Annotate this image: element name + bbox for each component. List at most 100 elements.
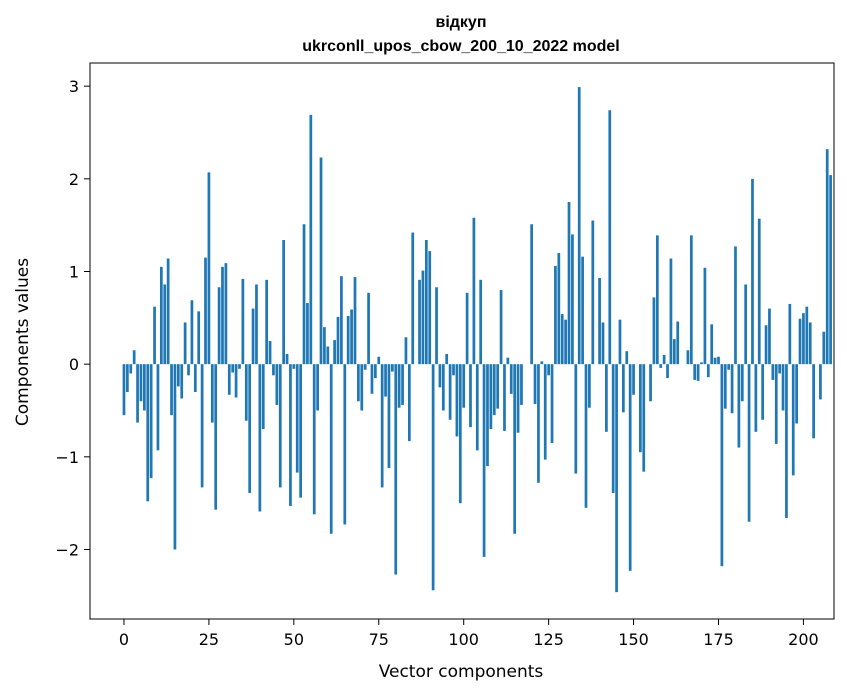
bar [819,364,822,400]
bar [384,364,387,397]
bar [530,224,533,365]
bar [723,364,727,409]
bar [516,364,520,433]
bar [503,364,506,431]
bar-series [122,87,832,593]
x-tick-label: 150 [618,630,649,649]
bar [567,202,571,365]
bar [363,364,367,370]
bar [234,364,238,398]
bar [486,364,489,467]
bar [346,315,350,365]
plot-frame [89,62,835,620]
bar [632,364,635,395]
x-tick-label: 100 [448,630,479,649]
bar [703,267,707,365]
bar [455,364,459,437]
bar [394,364,398,575]
bar [659,364,663,368]
bar [207,172,211,365]
bar [428,251,432,365]
bar [822,331,826,365]
bar [584,364,588,508]
bar [210,364,214,423]
bar [136,364,139,423]
bar [170,364,173,416]
x-axis-ticks: 0 25 50 75 100 125 150 175 200 [119,619,819,649]
bar [143,364,146,411]
bar [581,256,584,365]
bar [353,277,357,365]
bar [591,220,595,365]
bar [149,364,153,479]
bar [509,364,513,394]
bar [282,239,285,365]
bar [652,297,656,365]
chart-subtitle: ukrconll_upos_cbow_200_10_2022 model [302,38,619,55]
y-tick-label: 1 [69,263,79,282]
bar [557,252,561,365]
bar [438,364,442,388]
bar [533,364,537,405]
bar [343,364,347,525]
bar [686,350,690,365]
bar [605,364,608,432]
bar [183,322,187,365]
bar [785,364,788,518]
bar [642,364,646,472]
bar [757,218,761,365]
bar [618,319,622,365]
bar [391,364,394,372]
bar [465,292,469,365]
bar [812,364,815,439]
bar [397,364,401,408]
chart-title: вiдкуп [435,14,486,31]
bar [740,364,744,402]
bar [129,364,133,374]
x-tick-label: 50 [284,630,304,649]
bar [458,364,462,504]
bar [655,235,659,365]
bar [163,284,167,365]
bar [159,266,163,365]
bar [571,234,574,365]
bar [370,364,374,394]
bar [615,364,618,593]
bar [764,325,768,365]
bar [295,364,299,473]
bar [482,364,486,557]
bar [340,276,343,365]
bar [754,364,758,432]
bar [761,364,765,420]
bar [418,279,421,365]
y-tick-label: −2 [55,541,79,560]
bar [421,270,425,365]
bar [469,364,472,428]
bar [244,364,248,421]
x-tick-label: 75 [369,630,389,649]
bar [180,364,184,399]
x-tick-label: 200 [788,630,819,649]
bar [153,306,156,365]
bar [829,175,832,365]
bar [302,224,306,365]
bar [598,277,601,365]
bar [309,114,313,365]
bar [275,364,279,405]
bar [217,287,221,365]
bar [547,364,550,376]
bar [625,351,629,365]
bar [564,319,567,365]
bar [122,364,126,416]
bar [350,309,353,365]
y-tick-label: 3 [69,77,79,96]
bar [795,364,798,424]
bar [588,364,591,408]
bar [560,314,564,365]
bar [448,364,452,420]
bar [380,364,384,488]
bar [221,266,224,365]
bar [214,364,218,510]
bar [696,364,700,381]
bar [146,364,150,502]
